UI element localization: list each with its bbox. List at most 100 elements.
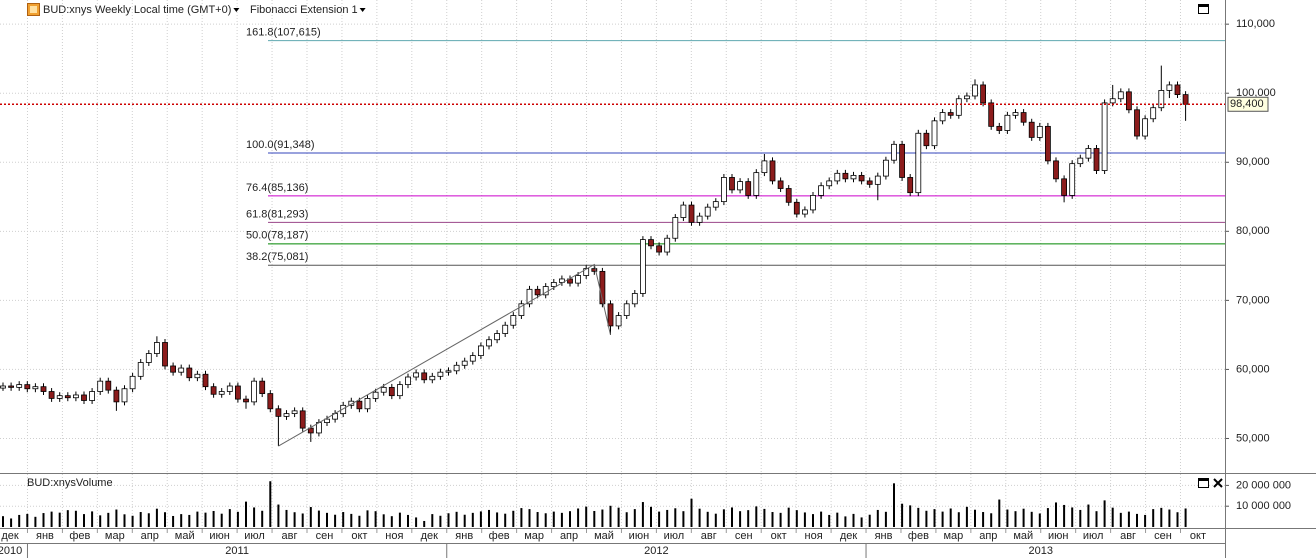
volume-bar bbox=[2, 516, 4, 527]
indicator-name[interactable]: Fibonacci Extension 1 bbox=[250, 4, 358, 16]
candle-body bbox=[1142, 118, 1148, 137]
candle-body bbox=[1126, 91, 1132, 111]
volume-bar bbox=[1046, 508, 1049, 527]
volume-bar bbox=[1095, 511, 1098, 527]
volume-bar bbox=[123, 514, 126, 527]
month-label: июн bbox=[629, 530, 649, 542]
volume-bar bbox=[593, 510, 596, 527]
year-label: 2013 bbox=[1028, 545, 1052, 557]
candle-body bbox=[396, 384, 403, 397]
volume-bar bbox=[609, 505, 612, 527]
candle-body bbox=[251, 380, 258, 403]
candle-body bbox=[534, 288, 541, 296]
candle-body bbox=[210, 386, 217, 395]
candle-body bbox=[1182, 94, 1189, 105]
candle-body bbox=[745, 181, 752, 196]
candle-body bbox=[461, 360, 468, 366]
candle-body bbox=[81, 394, 87, 401]
volume-bar bbox=[1103, 500, 1106, 527]
candle-body bbox=[1045, 125, 1051, 162]
candle-body bbox=[559, 278, 565, 283]
month-label: ноя bbox=[805, 530, 823, 542]
volume-bar bbox=[884, 511, 887, 527]
candle-body bbox=[858, 174, 865, 182]
month-label: сен bbox=[735, 530, 753, 542]
volume-bar bbox=[666, 509, 669, 527]
fibonacci-label: 76.4(85,136) bbox=[246, 182, 308, 194]
dropdown-arrow[interactable] bbox=[359, 8, 366, 12]
volume-bar bbox=[933, 509, 936, 527]
volume-bar bbox=[1071, 507, 1074, 527]
y-tick-label: 80,000 bbox=[1236, 225, 1270, 237]
maximize-button[interactable] bbox=[1198, 4, 1209, 14]
volume-bar bbox=[91, 511, 94, 527]
volume-bar bbox=[261, 510, 264, 527]
candle-body bbox=[874, 175, 881, 185]
volume-bar bbox=[131, 515, 134, 527]
month-label: мар bbox=[524, 530, 544, 542]
candle-body bbox=[162, 342, 168, 367]
candle-body bbox=[469, 355, 476, 362]
candle-body bbox=[1061, 178, 1067, 196]
volume-bar bbox=[188, 514, 191, 527]
volume-bar bbox=[423, 520, 426, 527]
close-button[interactable] bbox=[1213, 478, 1223, 488]
volume-bar bbox=[901, 503, 904, 527]
volume-bar bbox=[714, 513, 717, 527]
volume-bar bbox=[228, 509, 231, 527]
volume-bar bbox=[196, 511, 199, 527]
volume-bar bbox=[398, 512, 401, 527]
candle-body bbox=[640, 239, 646, 294]
volume-bar bbox=[512, 510, 515, 527]
volume-bar bbox=[560, 512, 563, 527]
volume-bar bbox=[520, 508, 523, 527]
volume-bar bbox=[617, 507, 620, 527]
volume-bar bbox=[1119, 512, 1122, 527]
candle-body bbox=[810, 195, 816, 211]
candle-body bbox=[170, 365, 177, 373]
month-label: мар bbox=[943, 530, 963, 542]
dropdown-arrow[interactable] bbox=[233, 8, 240, 12]
candle-body bbox=[518, 303, 525, 316]
candle-body bbox=[826, 180, 833, 187]
candle-body bbox=[623, 303, 630, 316]
candle-body bbox=[834, 172, 841, 182]
volume-bar bbox=[455, 511, 458, 527]
maximize-button[interactable] bbox=[1198, 478, 1209, 488]
volume-bar bbox=[431, 514, 434, 527]
volume-bar bbox=[812, 514, 814, 527]
year-label: 2012 bbox=[644, 545, 668, 557]
volume-bar bbox=[641, 502, 644, 527]
volume-bar bbox=[893, 483, 895, 527]
candle-body bbox=[1101, 102, 1108, 171]
candle-body bbox=[40, 386, 47, 392]
month-label: авг bbox=[1120, 530, 1136, 542]
volume-bar bbox=[220, 513, 223, 527]
chart-title[interactable]: BUD:xnys Weekly Local time (GMT+0) bbox=[43, 4, 231, 16]
candle-body bbox=[721, 177, 727, 203]
candle-body bbox=[761, 160, 768, 174]
candle-body bbox=[510, 315, 517, 326]
volume-bar bbox=[326, 512, 328, 527]
month-label: янв bbox=[455, 530, 473, 542]
candle-body bbox=[324, 418, 330, 423]
candle-body bbox=[1069, 163, 1076, 196]
volume-bar bbox=[496, 512, 499, 527]
volume-bar bbox=[957, 512, 960, 527]
candle-body bbox=[972, 84, 978, 97]
candle-body bbox=[793, 201, 800, 215]
volume-bar bbox=[747, 510, 750, 527]
last-price-label: 98,400 bbox=[1230, 98, 1264, 110]
candle-body bbox=[1020, 112, 1027, 123]
candle-body bbox=[842, 172, 849, 180]
volume-bar bbox=[544, 513, 547, 527]
volume-bar bbox=[269, 481, 272, 527]
candle-body bbox=[486, 339, 492, 347]
year-label: 2011 bbox=[225, 545, 249, 557]
volume-bar bbox=[852, 513, 855, 527]
month-label: июл bbox=[664, 530, 685, 542]
volume-bar bbox=[528, 509, 531, 527]
candle-body bbox=[1012, 112, 1019, 116]
volume-bar bbox=[374, 511, 377, 527]
volume-bar bbox=[317, 510, 320, 527]
